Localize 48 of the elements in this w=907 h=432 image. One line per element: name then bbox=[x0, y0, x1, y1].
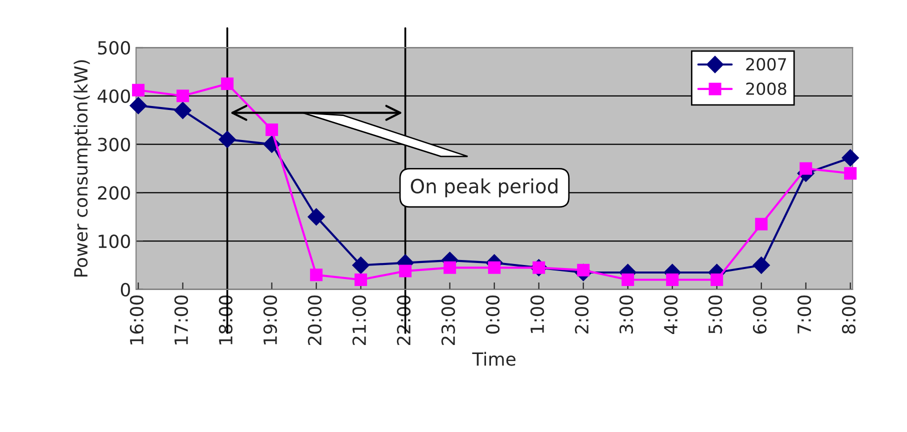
y-axis-title: Power consumption(kW) bbox=[74, 60, 92, 277]
annotation: On peak period bbox=[410, 178, 558, 198]
legend-label: 2008 bbox=[746, 82, 786, 96]
x-axis-title: Time bbox=[472, 352, 516, 366]
point bbox=[710, 274, 724, 286]
point bbox=[752, 256, 770, 274]
point bbox=[218, 130, 236, 148]
point bbox=[354, 274, 368, 286]
y-tick-label: 400 bbox=[98, 89, 130, 104]
x-tick-label: 5:00 bbox=[708, 296, 722, 334]
point bbox=[666, 274, 679, 286]
y-tick-label: 300 bbox=[98, 138, 130, 152]
point bbox=[174, 102, 192, 119]
x-tick-label: 23:00 bbox=[441, 296, 456, 346]
point bbox=[221, 78, 234, 90]
point bbox=[444, 261, 456, 274]
x-tick-label: 1:00 bbox=[530, 296, 544, 333]
legend-label: 2007 bbox=[746, 58, 786, 71]
point bbox=[352, 256, 370, 274]
x-tick-label: 6:00 bbox=[752, 296, 767, 334]
y-tick-label: 200 bbox=[98, 186, 130, 200]
point bbox=[622, 274, 634, 286]
x-tick-label: 19:00 bbox=[263, 296, 278, 344]
point bbox=[308, 208, 325, 226]
y-tick-label: 0 bbox=[120, 282, 130, 297]
x-tick-label: 0:00 bbox=[486, 296, 500, 334]
point bbox=[266, 124, 278, 136]
point bbox=[176, 90, 190, 102]
point bbox=[399, 264, 412, 278]
x-tick-label: 7:00 bbox=[797, 296, 812, 334]
x-tick-label: 4:00 bbox=[664, 296, 678, 334]
x-tick-label: 2:00 bbox=[574, 296, 589, 334]
x-tick-label: 16:00 bbox=[130, 296, 144, 344]
x-tick-label: 3:00 bbox=[619, 296, 634, 334]
point bbox=[488, 261, 501, 274]
x-tick-label: 17:00 bbox=[174, 296, 188, 344]
x-tick-label: 21:00 bbox=[352, 296, 366, 346]
y-tick-label: 100 bbox=[98, 234, 130, 248]
x-tick-label: 8:00 bbox=[842, 296, 856, 334]
point bbox=[310, 268, 323, 282]
point bbox=[755, 218, 768, 230]
y-tick-label: 500 bbox=[98, 40, 130, 55]
point bbox=[132, 84, 145, 96]
x-tick-label: 20:00 bbox=[308, 296, 322, 346]
point bbox=[844, 167, 857, 180]
point bbox=[842, 149, 859, 166]
point bbox=[130, 97, 147, 114]
point bbox=[800, 162, 812, 175]
